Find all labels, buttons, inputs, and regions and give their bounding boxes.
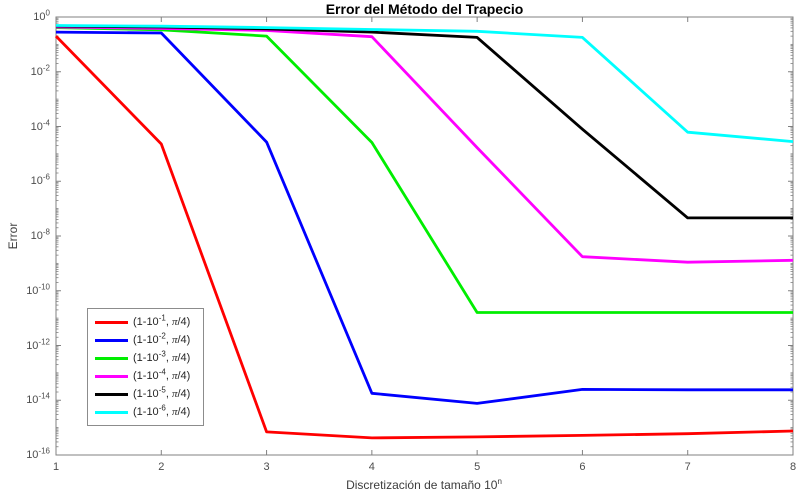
legend-line-sample-green — [95, 356, 128, 360]
legend: (1-10-1, π/4) (1-10-2, π/4) (1-10-3, π/4) (… — [87, 308, 204, 426]
x-tick-label: 7 — [684, 461, 691, 473]
y-tick-label: 10-4 — [30, 117, 50, 133]
legend-line-sample-blue — [95, 338, 128, 342]
series-line-cyan — [55, 24, 794, 143]
legend-entry-label: (1-10-6, π/4) — [133, 403, 191, 418]
y-tick-label: 10-12 — [26, 336, 50, 352]
y-tick-label: 100 — [33, 8, 50, 23]
y-tick-label: 10-10 — [26, 282, 50, 297]
series-line-red — [54, 35, 794, 440]
legend-line-sample-magenta — [95, 374, 128, 378]
x-tick-label: 4 — [368, 461, 375, 473]
y-tick-label: 10-14 — [26, 391, 50, 407]
legend-entry-magenta: (1-10-4, π/4) — [95, 367, 199, 382]
legend-entry-red: (1-10-1, π/4) — [95, 313, 199, 328]
x-tick-label: 6 — [579, 461, 586, 473]
series-line-black — [55, 24, 793, 220]
legend-entry-label: (1-10-3, π/4) — [133, 349, 191, 364]
x-tick-label: 3 — [263, 461, 270, 473]
legend-entry-label: (1-10-2, π/4) — [133, 331, 191, 346]
y-tick-label: 10-8 — [30, 227, 50, 242]
y-tick-label: 10-2 — [30, 63, 50, 78]
legend-line-sample-cyan — [95, 410, 128, 414]
legend-entry-label: (1-10-4, π/4) — [133, 367, 191, 382]
legend-entry-green: (1-10-3, π/4) — [95, 349, 199, 364]
x-tick-label: 2 — [158, 461, 165, 473]
legend-entry-blue: (1-10-2, π/4) — [95, 331, 199, 346]
legend-entry-label: (1-10-1, π/4) — [133, 313, 191, 328]
x-tick-label: 5 — [474, 461, 481, 473]
x-tick-label: 1 — [52, 461, 60, 473]
legend-line-sample-red — [95, 320, 128, 324]
x-axis-label: Discretización de tamaño 10n — [346, 477, 502, 493]
series-line-blue — [55, 30, 793, 405]
y-tick-label: 10-16 — [26, 446, 50, 461]
legend-entry-cyan: (1-10-6, π/4) — [95, 403, 199, 418]
legend-entry-black: (1-10-5, π/4) — [95, 385, 199, 400]
legend-entry-label: (1-10-5, π/4) — [133, 385, 191, 400]
y-tick-label: 10-6 — [30, 172, 50, 188]
chart-title: Error del Método del Trapecio — [325, 1, 524, 17]
legend-line-sample-black — [95, 392, 128, 396]
series-line-green — [55, 26, 793, 314]
series-line-magenta — [55, 25, 794, 264]
x-tick-label: 8 — [789, 461, 797, 473]
